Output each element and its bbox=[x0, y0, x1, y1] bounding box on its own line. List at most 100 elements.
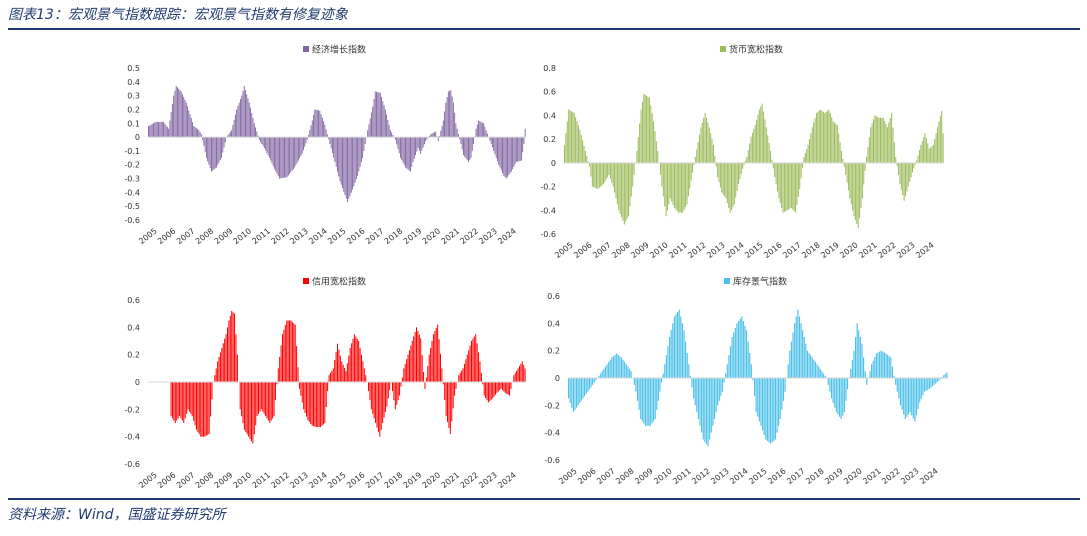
bar bbox=[831, 117, 833, 163]
bar bbox=[767, 135, 769, 163]
bar bbox=[360, 137, 362, 163]
bar bbox=[720, 378, 722, 397]
bar bbox=[851, 359, 853, 378]
bar bbox=[160, 121, 162, 138]
bar bbox=[376, 91, 377, 138]
bar bbox=[194, 127, 196, 138]
bar bbox=[930, 378, 932, 388]
y-tick-label: 0.4 bbox=[127, 323, 140, 332]
bar bbox=[154, 122, 156, 138]
bar bbox=[680, 316, 682, 378]
bar bbox=[493, 137, 495, 151]
bar bbox=[736, 162, 738, 191]
bar bbox=[623, 162, 625, 225]
bar bbox=[732, 162, 734, 208]
bar bbox=[502, 382, 504, 391]
bar bbox=[517, 137, 519, 162]
bar bbox=[284, 137, 285, 178]
bar bbox=[920, 378, 922, 399]
bar bbox=[212, 137, 214, 171]
bar bbox=[677, 311, 679, 378]
bar bbox=[358, 341, 360, 382]
bar bbox=[387, 119, 389, 138]
bar bbox=[870, 127, 872, 163]
bar bbox=[331, 137, 333, 153]
bar bbox=[358, 137, 360, 172]
x-tick-label: 2016 bbox=[766, 466, 788, 486]
bar bbox=[919, 378, 921, 403]
bar bbox=[731, 337, 733, 378]
bar bbox=[938, 121, 940, 163]
bar bbox=[248, 382, 250, 437]
bar bbox=[205, 137, 207, 158]
bar bbox=[802, 162, 804, 168]
bar bbox=[751, 132, 753, 163]
bar bbox=[648, 97, 650, 163]
bar bbox=[699, 378, 701, 426]
bar bbox=[435, 327, 437, 382]
bar bbox=[324, 124, 326, 138]
legend-swatch bbox=[720, 46, 726, 52]
bar bbox=[709, 378, 711, 440]
x-tick-label: 2005 bbox=[137, 470, 159, 490]
x-tick-label: 2020 bbox=[421, 226, 443, 246]
bar bbox=[338, 349, 340, 382]
bar bbox=[832, 378, 834, 404]
bar bbox=[690, 162, 692, 181]
y-tick-label: 0.1 bbox=[127, 119, 140, 128]
bar bbox=[516, 370, 518, 382]
legend-label: 经济增长指数 bbox=[312, 44, 366, 56]
bar bbox=[640, 109, 642, 163]
bar bbox=[784, 378, 786, 392]
bar bbox=[271, 137, 273, 164]
bar bbox=[480, 372, 482, 382]
bar bbox=[251, 112, 253, 138]
bar bbox=[276, 382, 278, 385]
bar bbox=[505, 137, 507, 179]
bar bbox=[410, 345, 412, 382]
x-tick-label: 2018 bbox=[383, 470, 405, 490]
bar bbox=[170, 112, 172, 138]
x-tick-label: 2008 bbox=[194, 226, 216, 246]
bar bbox=[441, 368, 443, 382]
bar bbox=[305, 382, 307, 417]
bar bbox=[611, 162, 613, 183]
bar bbox=[406, 359, 408, 382]
y-tick-label: -0.3 bbox=[124, 175, 140, 184]
bar bbox=[377, 92, 379, 138]
bar bbox=[877, 352, 879, 378]
x-tick-label: 2010 bbox=[652, 466, 674, 486]
bar bbox=[719, 162, 721, 188]
x-tick-label: 2005 bbox=[553, 240, 575, 260]
bar bbox=[344, 137, 346, 196]
x-tick-label: 2005 bbox=[137, 226, 159, 246]
legend-label: 信用宽松指数 bbox=[312, 276, 366, 288]
bar bbox=[805, 343, 807, 378]
bar bbox=[765, 127, 767, 163]
bar bbox=[864, 371, 866, 378]
y-tick-label: 0 bbox=[135, 133, 140, 142]
bar bbox=[752, 378, 754, 381]
y-tick-label: -0.4 bbox=[540, 206, 556, 215]
y-tick-label: -0.5 bbox=[124, 202, 140, 211]
bar bbox=[363, 137, 365, 151]
bar bbox=[207, 382, 209, 435]
bar bbox=[306, 137, 308, 140]
bar bbox=[519, 137, 521, 161]
bar bbox=[165, 125, 167, 138]
bar bbox=[816, 364, 818, 378]
bar bbox=[427, 366, 429, 382]
bar bbox=[286, 320, 288, 382]
bar bbox=[295, 137, 297, 166]
bar bbox=[630, 162, 632, 197]
bar bbox=[629, 162, 631, 207]
bar bbox=[697, 378, 700, 419]
bar bbox=[817, 111, 819, 163]
bar bbox=[495, 137, 497, 158]
bar bbox=[651, 113, 653, 163]
bar bbox=[710, 133, 712, 163]
bar bbox=[439, 353, 441, 382]
bar bbox=[319, 110, 321, 138]
bar bbox=[757, 378, 759, 417]
x-tick-label: 2009 bbox=[213, 226, 235, 246]
